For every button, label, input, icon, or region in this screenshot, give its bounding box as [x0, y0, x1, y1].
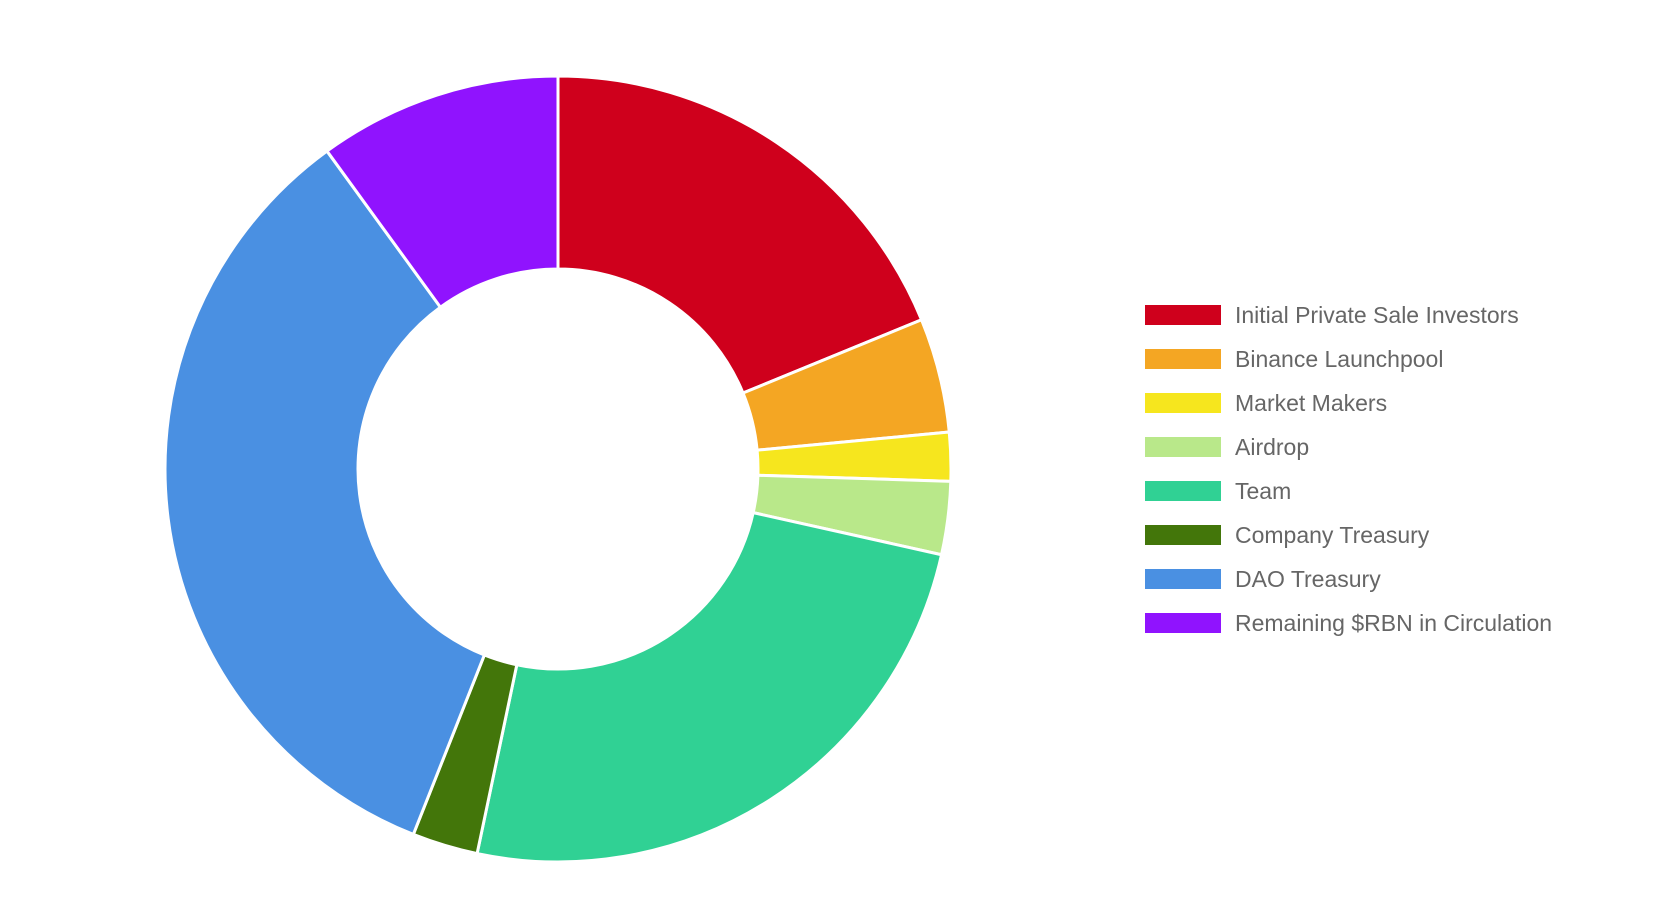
- legend-label: Binance Launchpool: [1235, 345, 1444, 372]
- legend-label: Market Makers: [1235, 389, 1388, 416]
- legend-swatch: [1145, 393, 1221, 413]
- slice-initial-private-sale-investors[interactable]: [556, 74, 924, 395]
- legend-item-remaining-rbn-in-circulation[interactable]: Remaining $RBN in Circulation: [1145, 601, 1552, 645]
- legend-item-airdrop[interactable]: Airdrop: [1145, 425, 1552, 469]
- legend-item-team[interactable]: Team: [1145, 469, 1552, 513]
- slice-team[interactable]: [475, 511, 944, 864]
- doughnut-slices: [163, 74, 953, 864]
- legend-item-company-treasury[interactable]: Company Treasury: [1145, 513, 1552, 557]
- legend-label: DAO Treasury: [1235, 565, 1381, 592]
- legend-label: Team: [1235, 477, 1292, 504]
- legend-swatch: [1145, 349, 1221, 369]
- legend-label: Remaining $RBN in Circulation: [1235, 609, 1553, 636]
- legend-item-market-makers[interactable]: Market Makers: [1145, 381, 1552, 425]
- legend-swatch: [1145, 525, 1221, 545]
- legend-swatch: [1145, 613, 1221, 633]
- legend-label: Initial Private Sale Investors: [1235, 301, 1519, 328]
- chart-legend: Initial Private Sale Investors Binance La…: [1145, 293, 1552, 645]
- legend-item-initial-private-sale-investors[interactable]: Initial Private Sale Investors: [1145, 293, 1552, 337]
- legend-item-dao-treasury[interactable]: DAO Treasury: [1145, 557, 1552, 601]
- legend-swatch: [1145, 437, 1221, 457]
- legend-swatch: [1145, 481, 1221, 501]
- legend-swatch: [1145, 569, 1221, 589]
- slice-remaining-rbn-in-circulation[interactable]: [325, 74, 560, 309]
- legend-label: Company Treasury: [1235, 521, 1430, 548]
- legend-label: Airdrop: [1235, 433, 1310, 460]
- legend-item-binance-launchpool[interactable]: Binance Launchpool: [1145, 337, 1552, 381]
- slice-dao-treasury[interactable]: [163, 149, 486, 836]
- legend-swatch: [1145, 305, 1221, 325]
